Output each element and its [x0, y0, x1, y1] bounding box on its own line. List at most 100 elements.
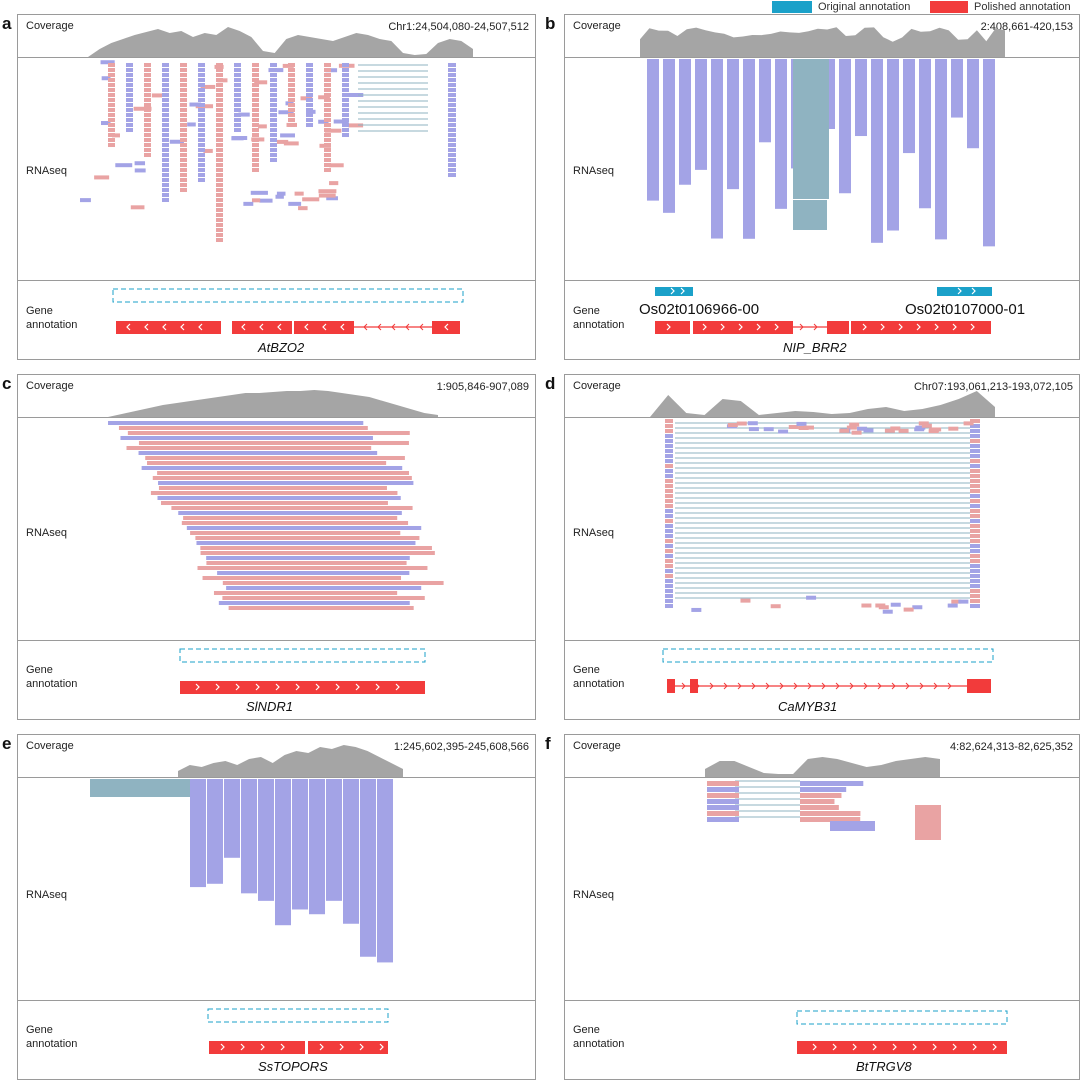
- read: [306, 118, 313, 122]
- read: [970, 584, 980, 588]
- read: [252, 73, 259, 77]
- panel-letter-e: e: [2, 734, 12, 753]
- read: [108, 133, 115, 137]
- read: [213, 591, 398, 595]
- read: [665, 604, 673, 608]
- read: [162, 68, 169, 72]
- read: [970, 569, 980, 573]
- read: [970, 449, 980, 453]
- read: [180, 63, 187, 67]
- read: [100, 121, 111, 126]
- read: [158, 486, 387, 490]
- strand-arrow-icon: [912, 1043, 917, 1051]
- gene-annotation-label: Gene annotation: [573, 304, 624, 332]
- strand-arrow-icon: [195, 683, 200, 691]
- gene-label-line2: annotation: [573, 1038, 625, 1050]
- read: [254, 80, 268, 85]
- read: [324, 113, 331, 117]
- read: [970, 544, 980, 548]
- read: [162, 123, 169, 127]
- read: [748, 427, 759, 432]
- read: [270, 73, 277, 77]
- read: [448, 118, 456, 122]
- read: [216, 128, 223, 132]
- read: [727, 59, 739, 190]
- read: [759, 59, 771, 143]
- strand-arrow-icon: [322, 323, 327, 331]
- read: [691, 607, 702, 612]
- read: [252, 138, 259, 142]
- legend-polished-label: Polished annotation: [974, 1, 1071, 13]
- read: [324, 153, 331, 157]
- strand-arrow-icon: [971, 287, 976, 295]
- read: [288, 108, 295, 112]
- read: [151, 93, 162, 98]
- read: [180, 183, 187, 187]
- gene-annotation-row: Gene annotation SsTOPORS: [18, 1001, 535, 1081]
- read: [258, 779, 274, 901]
- read: [803, 425, 814, 430]
- read: [270, 83, 277, 87]
- read: [162, 178, 169, 182]
- read: [800, 793, 842, 798]
- read: [270, 63, 277, 67]
- read: [115, 163, 133, 168]
- read: [216, 228, 223, 232]
- read: [270, 148, 277, 152]
- read: [448, 148, 456, 152]
- read: [252, 143, 259, 147]
- strand-arrow-icon: [666, 323, 671, 331]
- read: [707, 799, 739, 804]
- read: [216, 98, 223, 102]
- read: [665, 419, 673, 423]
- read: [448, 63, 456, 67]
- panel-letter-d: d: [545, 374, 556, 393]
- read: [216, 148, 223, 152]
- locus-coordinates: 4:82,624,313-82,625,352: [950, 741, 1073, 753]
- read: [162, 113, 169, 117]
- read: [216, 198, 223, 202]
- read: [324, 98, 331, 102]
- read: [198, 128, 205, 132]
- read: [101, 76, 111, 81]
- read: [288, 113, 295, 117]
- read: [270, 113, 277, 117]
- read: [198, 73, 205, 77]
- strand-arrow-icon: [813, 323, 818, 331]
- strand-arrow-icon: [126, 323, 131, 331]
- read: [252, 148, 259, 152]
- read: [970, 444, 980, 448]
- read: [108, 421, 364, 425]
- read: [270, 108, 277, 112]
- strand-arrow-icon: [260, 1043, 265, 1051]
- strand-arrow-icon: [304, 323, 309, 331]
- read: [665, 499, 673, 503]
- read: [679, 59, 691, 185]
- read: [983, 59, 995, 247]
- strand-arrow-icon: [681, 682, 686, 690]
- coverage-track: [705, 757, 940, 777]
- read: [970, 474, 980, 478]
- read: [793, 200, 827, 230]
- read: [935, 59, 947, 240]
- read: [206, 556, 410, 560]
- read: [665, 469, 673, 473]
- coverage-label: Coverage: [573, 20, 621, 32]
- gene-annotation-row: Gene annotation CaMYB31: [565, 641, 1079, 721]
- legend-original-label: Original annotation: [818, 1, 911, 13]
- legend-original: Original annotation: [772, 0, 910, 14]
- exon-block: [797, 1041, 1007, 1054]
- read: [796, 421, 807, 426]
- panel-f-graphics: [705, 757, 1008, 1054]
- read: [306, 68, 313, 72]
- read: [108, 113, 115, 117]
- read: [970, 419, 980, 423]
- read: [144, 93, 151, 97]
- read: [144, 83, 151, 87]
- read: [342, 63, 349, 67]
- rnaseq-label: RNAseq: [573, 889, 614, 901]
- read: [216, 158, 223, 162]
- rnaseq-label: RNAseq: [26, 527, 67, 539]
- read: [912, 605, 923, 610]
- read: [665, 504, 673, 508]
